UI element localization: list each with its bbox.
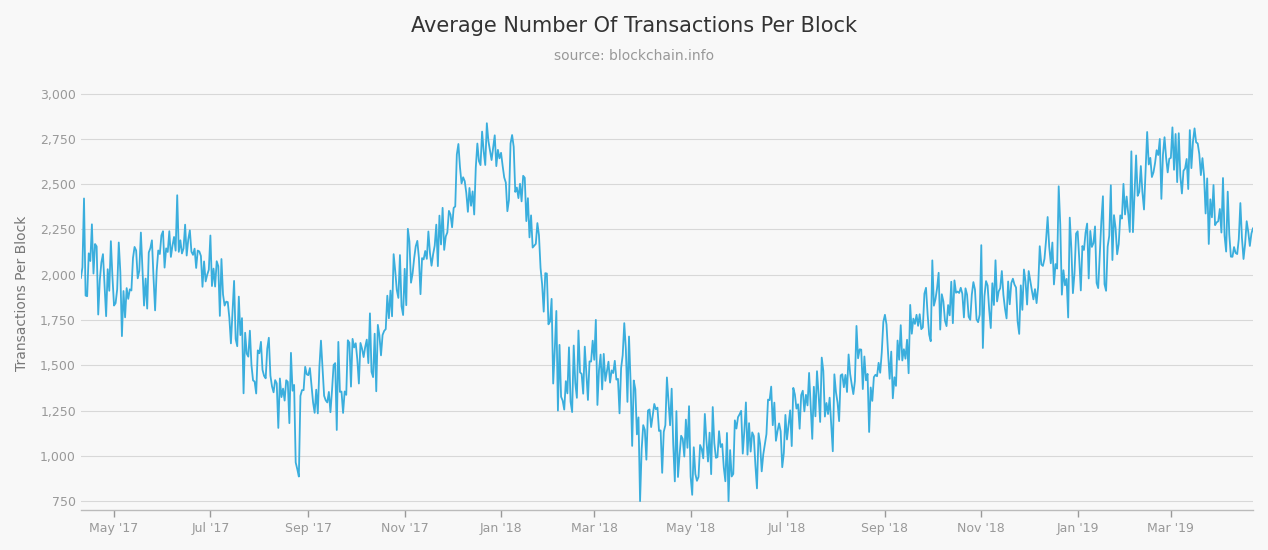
Y-axis label: Transactions Per Block: Transactions Per Block (15, 215, 29, 371)
Text: Average Number Of Transactions Per Block: Average Number Of Transactions Per Block (411, 16, 857, 36)
Text: source: blockchain.info: source: blockchain.info (554, 50, 714, 63)
